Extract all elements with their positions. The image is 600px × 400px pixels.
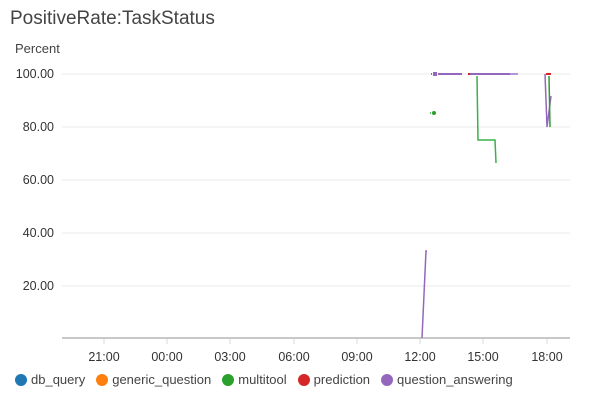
legend-label: db_query: [31, 372, 86, 387]
chart-title: PositiveRate:TaskStatus: [10, 8, 215, 29]
gridlines: [62, 73, 570, 287]
series-multitool: [430, 75, 551, 164]
x-axis-ticks: [103, 339, 548, 344]
y-tick-60: 60.00: [23, 173, 54, 187]
legend-item-db-query[interactable]: db_query: [15, 372, 85, 387]
legend-label: multitool: [238, 372, 287, 387]
y-axis-tick-labels: 100.00 80.00 60.00 40.00 20.00: [16, 67, 54, 293]
y-tick-40: 40.00: [23, 226, 54, 240]
y-tick-100: 100.00: [16, 67, 54, 81]
x-tick-1200: 12:00: [404, 350, 435, 364]
y-axis-label: Percent: [15, 41, 60, 56]
x-tick-2100: 21:00: [88, 350, 119, 364]
x-tick-1800: 18:00: [531, 350, 562, 364]
legend-item-multitool[interactable]: multitool: [222, 372, 287, 387]
legend: db_query generic_question multitool pred…: [15, 372, 513, 387]
legend-item-question-answering[interactable]: question_answering: [381, 372, 513, 387]
series-question-answering: [421, 72, 552, 339]
legend-label: question_answering: [397, 372, 513, 387]
legend-swatch-icon: [96, 373, 109, 386]
legend-swatch-icon: [15, 373, 27, 386]
legend-swatch-icon: [222, 373, 235, 386]
legend-label: prediction: [313, 372, 371, 387]
y-tick-80: 80.00: [23, 120, 54, 134]
legend-label: generic_question: [112, 372, 212, 387]
legend-swatch-icon: [381, 373, 394, 386]
x-axis-tick-labels: 21:00 00:00 03:00 06:00 09:00 12:00 15:0…: [88, 350, 562, 364]
legend-item-generic-question[interactable]: generic_question: [96, 372, 211, 387]
legend-item-prediction[interactable]: prediction: [297, 372, 371, 387]
y-tick-20: 20.00: [23, 279, 54, 293]
legend-swatch-icon: [297, 373, 310, 386]
x-tick-0600: 06:00: [278, 350, 309, 364]
x-tick-1500: 15:00: [467, 350, 498, 364]
x-tick-0900: 09:00: [341, 350, 372, 364]
x-tick-0000: 00:00: [151, 350, 182, 364]
x-tick-0300: 03:00: [214, 350, 245, 364]
